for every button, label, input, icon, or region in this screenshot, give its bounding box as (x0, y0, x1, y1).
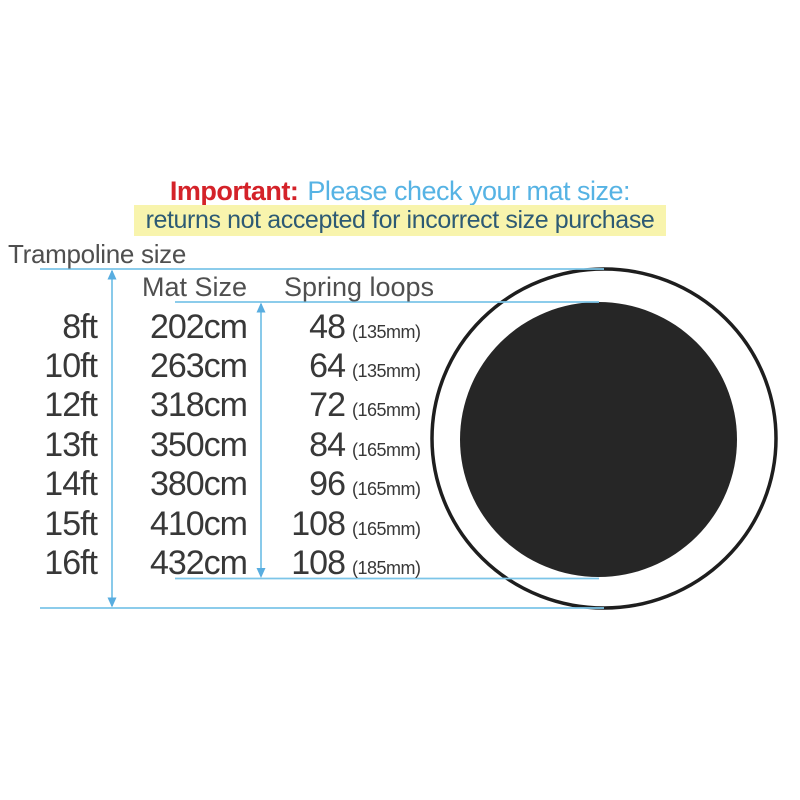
spring-loops-count: 108 (291, 544, 346, 583)
trampoline-size-up-arrow-icon (107, 269, 117, 280)
warning-banner: Important: Please check your mat size: (0, 176, 800, 207)
spring-loops-cell: 48 (135mm) (247, 310, 422, 344)
check-mat-size-label: Please check your mat size: (307, 176, 631, 206)
mat-size-cell: 350cm (149, 425, 248, 464)
spring-length: (165mm) (352, 518, 421, 539)
spring-loops-cell: 84 (165mm) (247, 428, 422, 462)
spring-length: (165mm) (352, 400, 421, 421)
size-table-rows: 8ft 202cm 48 (135mm) 10ft 263cm 64 (135m… (0, 307, 430, 583)
table-row: 15ft 410cm 108 (165mm) (0, 504, 430, 543)
trampoline-size-cell: 15ft (44, 504, 98, 543)
returns-warning: returns not accepted for incorrect size … (133, 205, 667, 236)
spring-length: (165mm) (352, 439, 421, 460)
trampoline-mat-circle (460, 302, 737, 577)
table-row: 8ft 202cm 48 (135mm) (0, 307, 430, 346)
mat-size-column-header: Mat Size (141, 272, 247, 302)
trampoline-size-cell: 12ft (44, 386, 98, 425)
spring-length: (185mm) (352, 558, 421, 579)
trampoline-size-down-arrow-icon (107, 597, 117, 608)
spring-loops-column-header: Spring loops (283, 272, 435, 302)
table-row: 10ft 263cm 64 (135mm) (0, 346, 430, 385)
trampoline-size-cell: 8ft (62, 307, 98, 346)
mat-size-up-arrow-icon (256, 302, 266, 313)
spring-loops-count: 64 (309, 347, 346, 386)
important-label: Important: (169, 176, 299, 206)
trampoline-size-cell: 13ft (44, 425, 98, 464)
spring-loops-cell: 72 (165mm) (247, 388, 422, 422)
spring-loops-cell: 64 (135mm) (247, 349, 422, 383)
spring-loops-cell: 108 (165mm) (247, 507, 422, 541)
spring-length: (165mm) (352, 479, 421, 500)
spring-loops-count: 84 (309, 425, 346, 464)
trampoline-size-cell: 10ft (44, 347, 98, 386)
table-row: 13ft 350cm 84 (165mm) (0, 425, 430, 464)
mat-size-cell: 380cm (149, 465, 248, 504)
spring-loops-count: 48 (309, 307, 346, 346)
trampoline-size-title: Trampoline size (8, 239, 187, 269)
mat-size-cell: 318cm (149, 386, 248, 425)
spring-loops-count: 108 (291, 504, 346, 543)
mat-size-cell: 202cm (149, 307, 248, 346)
mat-size-down-arrow-icon (256, 568, 266, 578)
spring-loops-count: 72 (309, 386, 346, 425)
spring-length: (135mm) (352, 321, 421, 342)
spring-loops-cell: 108 (185mm) (247, 546, 422, 580)
trampoline-size-cell: 16ft (44, 544, 98, 583)
table-row: 12ft 318cm 72 (165mm) (0, 386, 430, 425)
table-row: 14ft 380cm 96 (165mm) (0, 465, 430, 504)
returns-warning-wrap: returns not accepted for incorrect size … (0, 205, 800, 236)
spring-length: (135mm) (352, 361, 421, 382)
table-row: 16ft 432cm 108 (185mm) (0, 543, 430, 582)
mat-size-cell: 263cm (149, 347, 248, 386)
trampoline-size-cell: 14ft (44, 465, 98, 504)
spring-loops-count: 96 (309, 465, 346, 504)
mat-size-cell: 432cm (149, 544, 248, 583)
spring-loops-cell: 96 (165mm) (247, 467, 422, 501)
mat-size-cell: 410cm (149, 504, 248, 543)
